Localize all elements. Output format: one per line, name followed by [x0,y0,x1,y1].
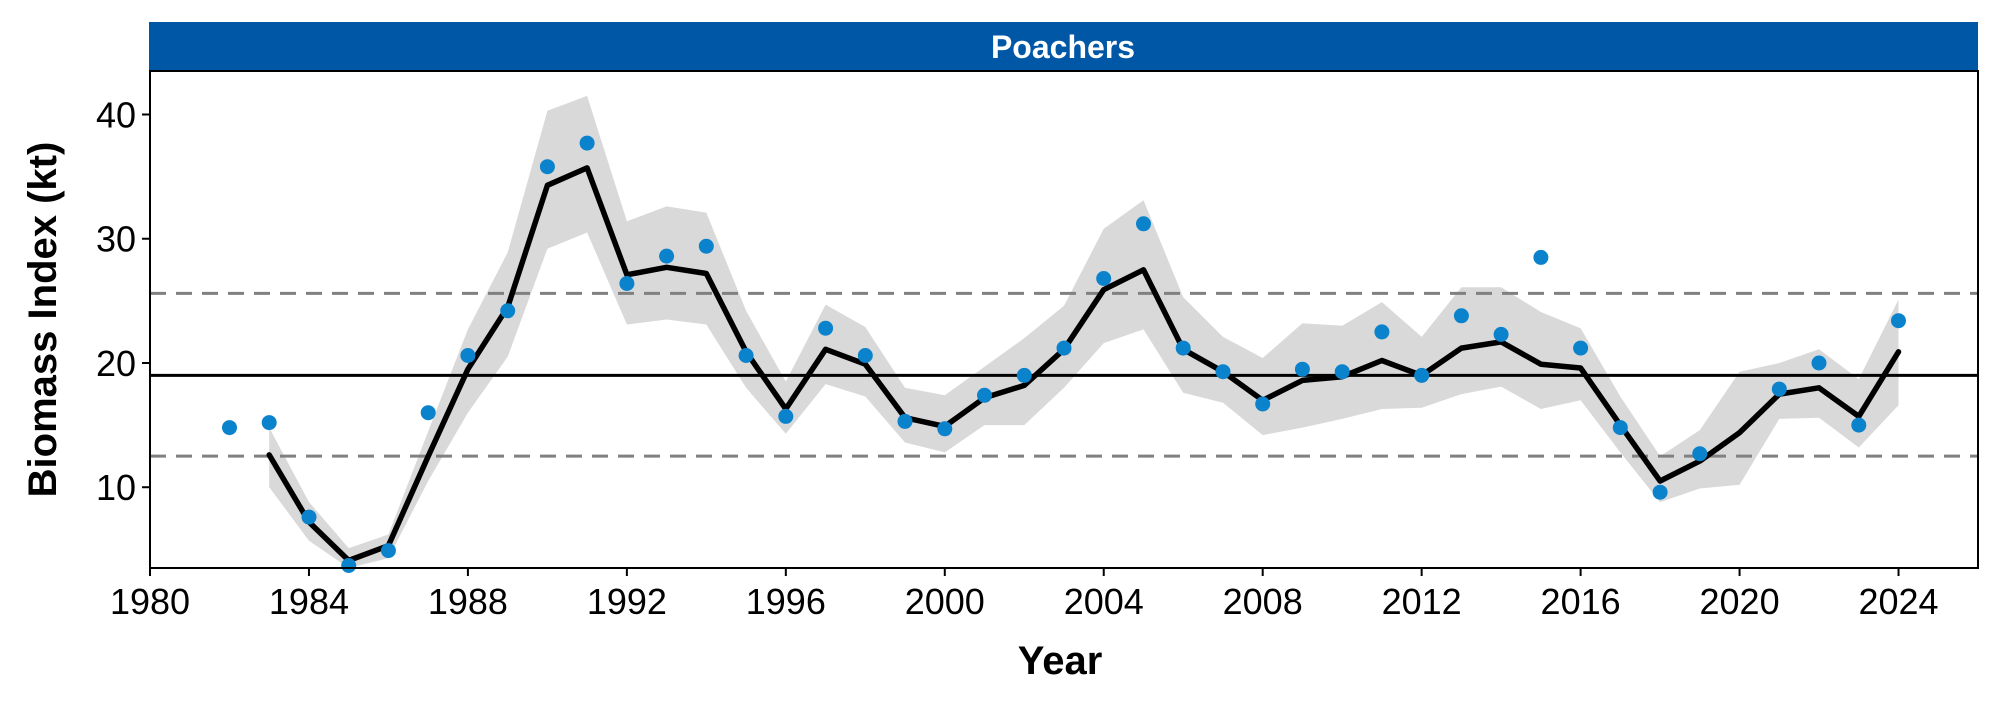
data-point [1612,420,1628,436]
x-tick-label: 2016 [1541,581,1621,622]
data-point [420,405,436,421]
y-tick-label: 40 [96,94,136,135]
data-point [1056,340,1072,356]
data-point [1652,484,1668,500]
data-point [698,238,714,254]
y-tick-label: 30 [96,219,136,260]
smoothed-series-line [266,165,1902,564]
data-point [1493,326,1509,342]
data-point [659,248,675,264]
data-point [301,509,317,525]
data-point [1136,216,1151,232]
data-point [977,387,992,403]
x-tick-label: 1988 [428,581,508,622]
confidence-band [269,95,1899,569]
data-point [1374,324,1390,340]
data-point [1016,367,1032,383]
data-point [1533,249,1549,265]
data-point [1891,313,1906,329]
data-point [897,413,913,429]
data-point [1294,361,1310,377]
data-point [1175,340,1191,356]
facet-strip [149,22,1978,71]
y-axis-title: Biomass Index (kt) [21,142,65,498]
data-point [579,135,595,151]
data-point [460,348,476,363]
data-point [500,303,516,319]
plot-panel-border [149,70,1979,569]
data-point [261,415,277,431]
x-tick-label: 2008 [1223,581,1303,622]
data-point [1414,367,1430,383]
data-point [380,543,396,559]
y-tick-label: 10 [96,467,136,508]
data-point [738,348,754,363]
x-tick-label: 1996 [746,581,826,622]
x-tick-label: 1984 [269,581,349,622]
facet-strip-title: Poachers [991,29,1135,65]
data-point [1334,364,1350,380]
data-point [1215,364,1231,380]
data-point [857,348,873,363]
data-point [1255,396,1271,412]
data-point [222,420,237,436]
data-point [539,159,555,175]
data-point [1811,355,1827,371]
y-tick-label: 20 [96,343,136,384]
x-tick-label: 2020 [1700,581,1780,622]
x-axis-title: Year [1018,639,1103,683]
x-tick-label: 1992 [587,581,667,622]
x-tick-label: 2000 [905,581,985,622]
data-point [619,276,635,291]
data-point [1771,381,1787,397]
data-point [1453,308,1469,324]
data-point [1573,340,1589,356]
data-point [937,421,953,437]
x-tick-label: 2004 [1064,581,1144,622]
data-point [778,408,794,424]
data-point [341,558,357,573]
x-tick-label: 2024 [1858,581,1938,622]
x-tick-label: 2012 [1382,581,1462,622]
x-tick-label: 1980 [110,581,190,622]
data-point [818,320,834,336]
data-point [1096,271,1112,286]
data-point [1851,417,1867,433]
data-point [1692,446,1708,462]
